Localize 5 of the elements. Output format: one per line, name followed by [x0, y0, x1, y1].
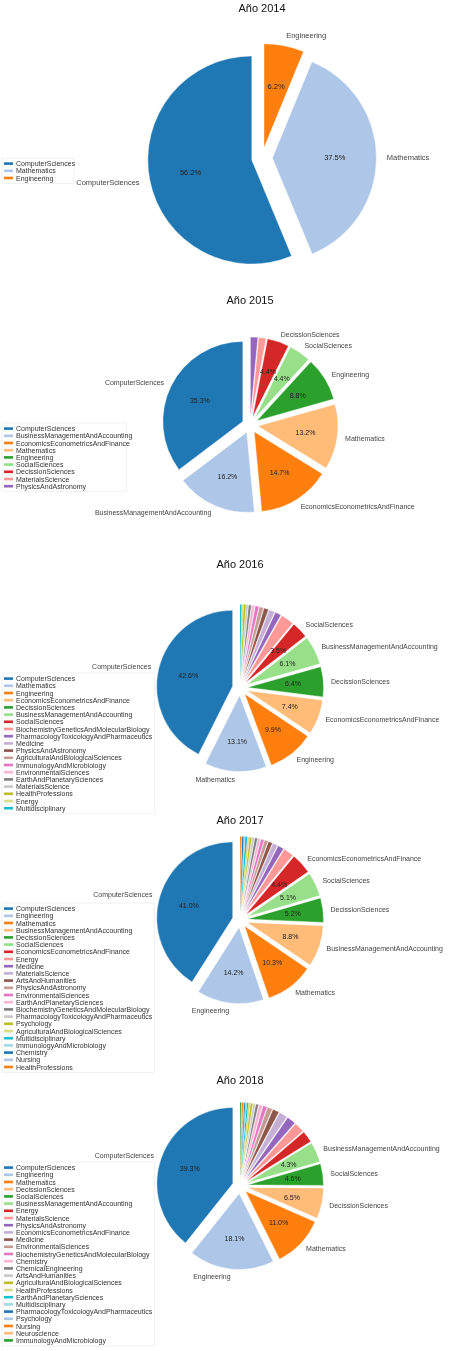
chart-title: Año 2014 — [238, 2, 286, 14]
chart-title: Año 2016 — [216, 558, 264, 570]
chart-title: Año 2018 — [216, 1074, 264, 1086]
chart-title: Año 2017 — [216, 814, 264, 826]
chart-title: Año 2015 — [226, 294, 274, 306]
